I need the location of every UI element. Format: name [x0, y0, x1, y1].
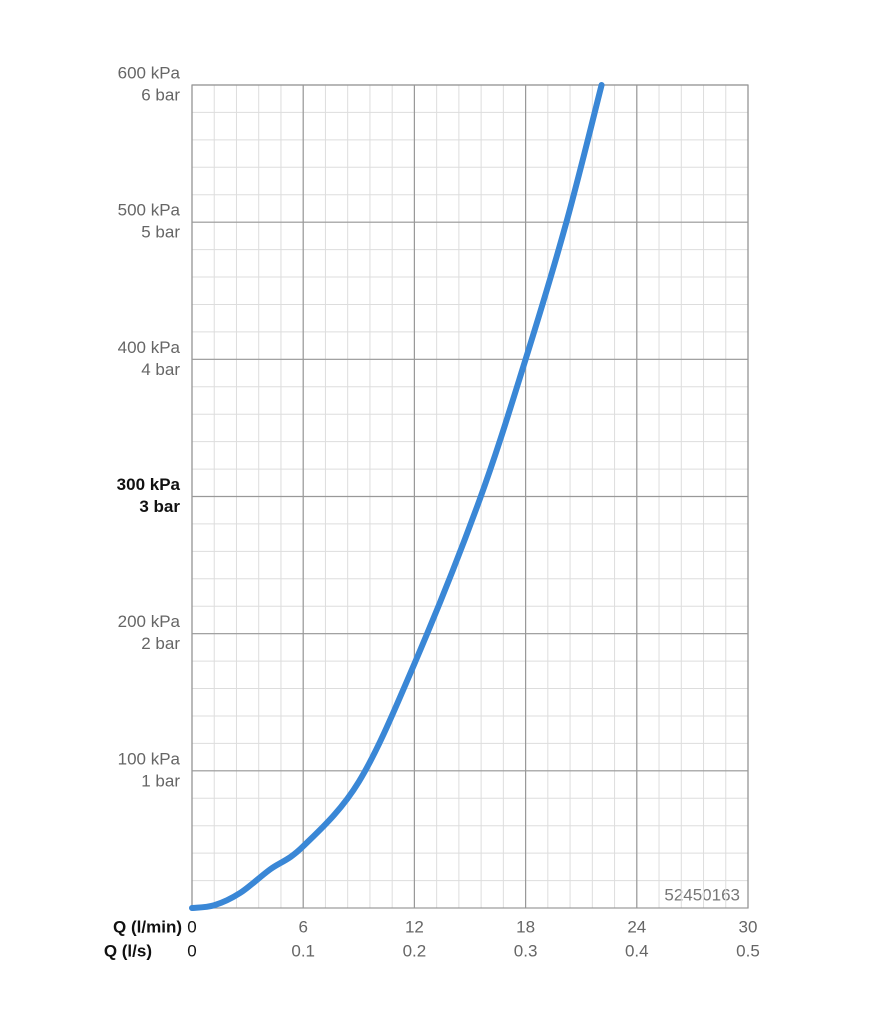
x2-tick-label: 0 [187, 941, 196, 960]
y-tick-label: 100 kPa [118, 749, 181, 768]
x-tick-label: 0 [187, 917, 196, 936]
annotation: 52450163 [664, 885, 740, 904]
curve [189, 82, 605, 911]
x-tick-label: 18 [516, 917, 535, 936]
y-tick-label: 600 kPa [118, 63, 181, 82]
y2-tick-label: 3 bar [139, 497, 180, 516]
x2-tick-label: 0.5 [736, 941, 760, 960]
y-tick-label: 300 kPa [117, 475, 181, 494]
x-axis-label: Q (l/min) [113, 917, 182, 936]
y2-tick-label: 4 bar [141, 360, 180, 379]
y-tick-label: 200 kPa [118, 612, 181, 631]
x-tick-label: 24 [627, 917, 646, 936]
y2-tick-label: 5 bar [141, 223, 180, 242]
x2-tick-label: 0.4 [625, 941, 649, 960]
x2-axis-label: Q (l/s) [104, 941, 152, 960]
y2-tick-label: 1 bar [141, 771, 180, 790]
x2-tick-label: 0.1 [291, 941, 315, 960]
y-tick-label: 500 kPa [118, 201, 181, 220]
y2-tick-label: 2 bar [141, 634, 180, 653]
y-tick-label: 400 kPa [118, 338, 181, 357]
x-tick-label: 6 [298, 917, 307, 936]
x-tick-label: 12 [405, 917, 424, 936]
y2-tick-label: 6 bar [141, 85, 180, 104]
x-tick-label: 30 [739, 917, 758, 936]
x2-tick-label: 0.2 [403, 941, 427, 960]
x2-tick-label: 0.3 [514, 941, 538, 960]
